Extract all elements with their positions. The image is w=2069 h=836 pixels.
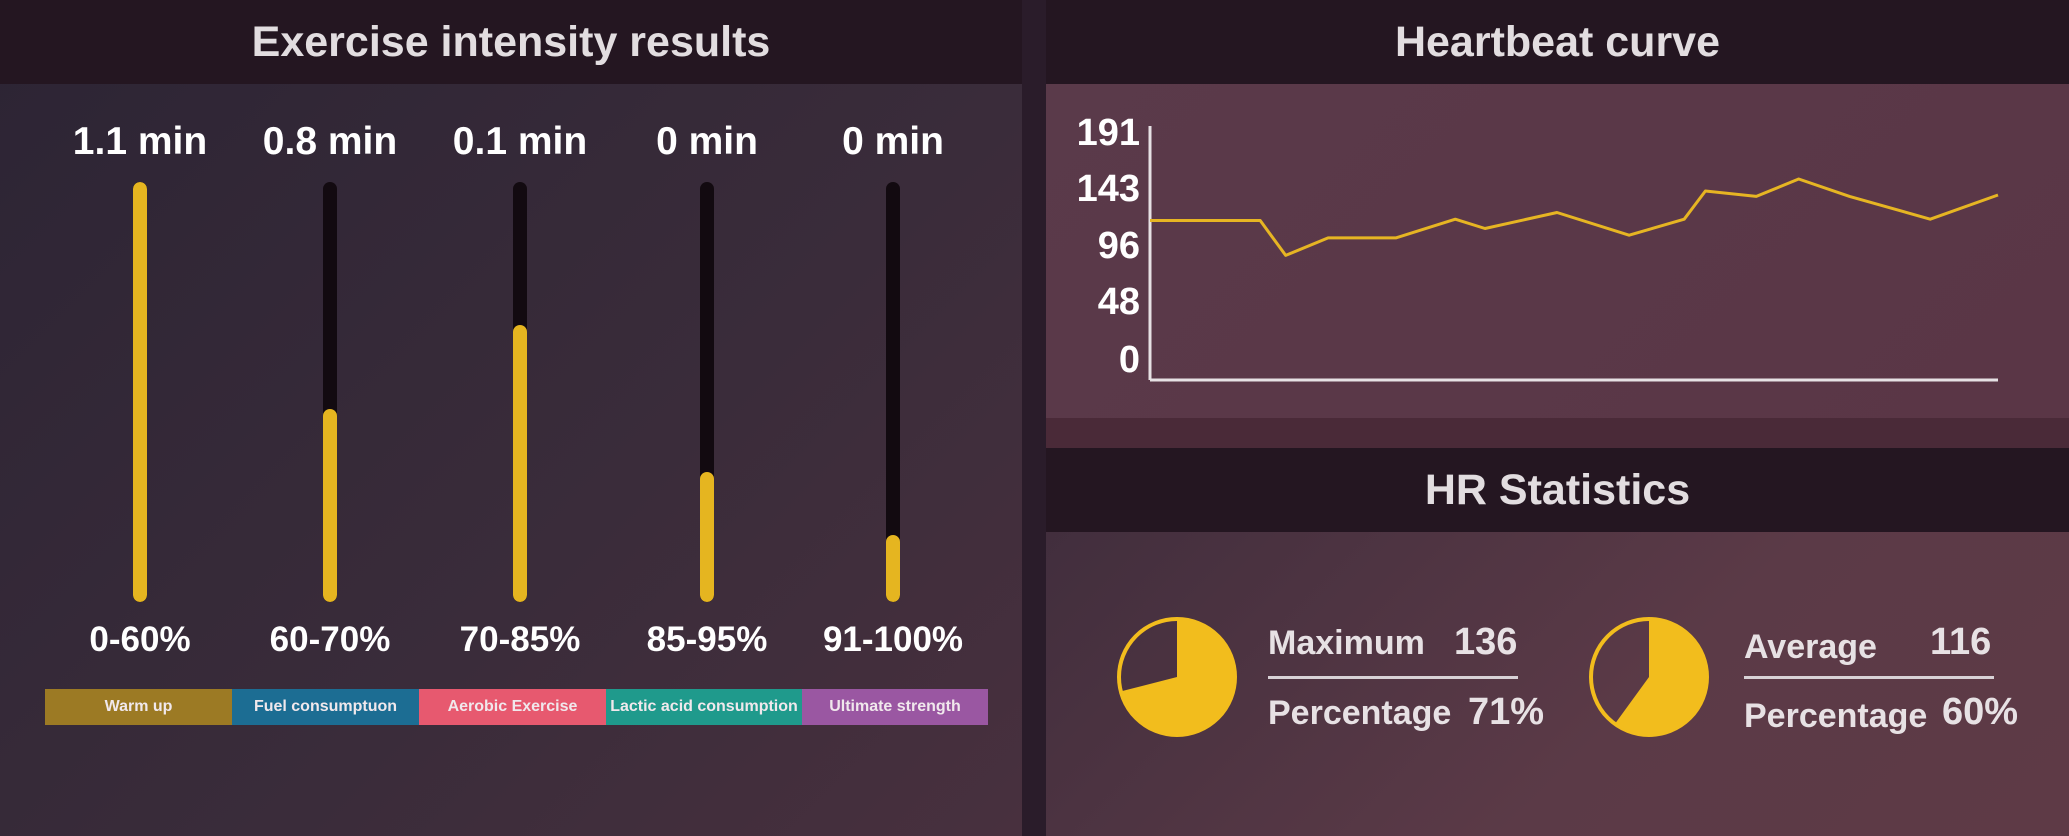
intensity-range: 70-85% bbox=[459, 620, 581, 659]
y-tick-label: 143 bbox=[1077, 168, 1140, 210]
hr-statistics-title: HR Statistics bbox=[1046, 448, 2069, 532]
intensity-time: 0 min bbox=[656, 120, 758, 163]
zone-ultimate-strength: Ultimate strength bbox=[802, 689, 988, 725]
heartbeat-series-line bbox=[1150, 177, 1999, 257]
zone-warm-up: Warm up bbox=[45, 689, 232, 725]
max-label: Maximum bbox=[1268, 624, 1425, 662]
intensity-bar-fill bbox=[323, 408, 337, 602]
y-tick-label: 191 bbox=[1077, 112, 1140, 154]
intensity-bar-fill bbox=[133, 182, 147, 602]
intensity-time: 0 min bbox=[842, 120, 944, 163]
y-tick-label: 96 bbox=[1098, 225, 1140, 267]
horizontal-divider bbox=[1046, 418, 2069, 448]
y-tick-label: 48 bbox=[1098, 281, 1140, 323]
intensity-bar bbox=[513, 182, 527, 602]
pie-slice bbox=[1614, 619, 1707, 735]
pie-slice bbox=[1120, 619, 1235, 735]
max-percentage-value: 71% bbox=[1468, 691, 1545, 733]
intensity-time: 0.8 min bbox=[262, 120, 398, 163]
max-percentage-label: Percentage bbox=[1268, 694, 1452, 732]
intensity-bar bbox=[700, 182, 714, 602]
intensity-bar bbox=[133, 182, 147, 602]
intensity-range: 91-100% bbox=[822, 620, 964, 659]
intensity-bar bbox=[323, 182, 337, 602]
intensity-bar-fill bbox=[513, 324, 527, 602]
max-value: 136 bbox=[1454, 621, 1518, 663]
intensity-range: 0-60% bbox=[89, 620, 191, 659]
max-underline bbox=[1268, 676, 1518, 679]
intensity-range: 85-95% bbox=[646, 620, 768, 659]
zone-fuel-consumption: Fuel consumptuon bbox=[232, 689, 419, 725]
exercise-intensity-panel: Exercise intensity results 1.1 min 0-60%… bbox=[0, 0, 1022, 836]
intensity-zone-legend: Warm up Fuel consumptuon Aerobic Exercis… bbox=[45, 689, 988, 725]
intensity-time: 1.1 min bbox=[72, 120, 208, 163]
avg-percentage-value: 60% bbox=[1942, 691, 2019, 733]
avg-percentage-label: Percentage bbox=[1744, 697, 1928, 735]
avg-percentage-pie bbox=[1589, 617, 1709, 737]
hr-statistics-panel: HR Statistics Maximum 136 Percentage 71%… bbox=[1046, 448, 2069, 836]
heartbeat-title: Heartbeat curve bbox=[1046, 0, 2069, 84]
avg-label: Average bbox=[1744, 628, 1877, 666]
intensity-time: 0.1 min bbox=[452, 120, 588, 163]
intensity-bar bbox=[886, 182, 900, 602]
y-tick-label: 0 bbox=[1119, 339, 1140, 381]
avg-value: 116 bbox=[1930, 621, 1992, 663]
max-percentage-pie bbox=[1117, 617, 1237, 737]
heartbeat-panel: Heartbeat curve 191 143 96 48 0 bbox=[1046, 0, 2069, 418]
intensity-bar-fill bbox=[700, 471, 714, 602]
heartbeat-chart: 191 143 96 48 0 bbox=[1077, 112, 1999, 382]
intensity-range: 60-70% bbox=[269, 620, 391, 659]
intensity-bar-fill bbox=[886, 534, 900, 602]
zone-lactic-acid: Lactic acid consumption bbox=[606, 689, 802, 725]
intensity-title: Exercise intensity results bbox=[0, 0, 1022, 84]
zone-aerobic-exercise: Aerobic Exercise bbox=[419, 689, 606, 725]
avg-underline bbox=[1744, 676, 1994, 679]
vertical-divider bbox=[1022, 0, 1046, 836]
